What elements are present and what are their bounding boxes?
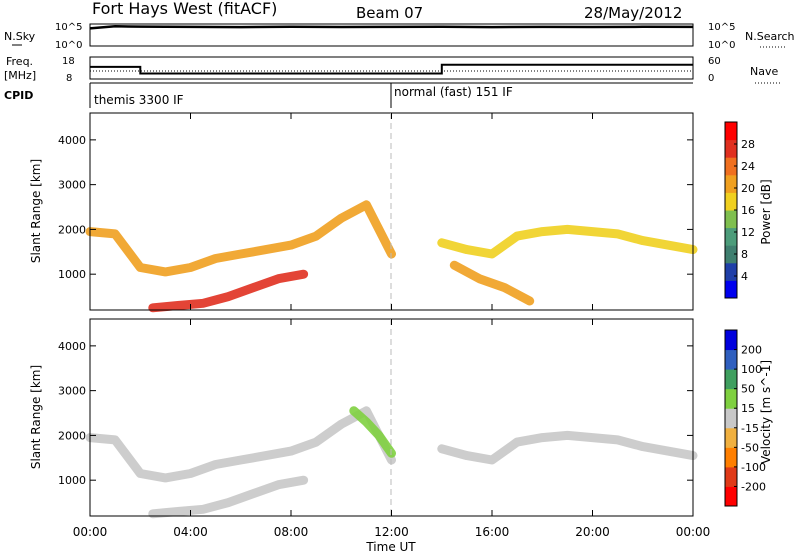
power-colorbar-swatch-3 bbox=[725, 227, 737, 246]
freq-tick-low: 8 bbox=[66, 73, 72, 84]
power-colorbar-label: Power [dB] bbox=[759, 179, 773, 244]
velocity-colorbar-label: Velocity [m s^-1] bbox=[759, 360, 773, 464]
freq-line bbox=[90, 63, 693, 75]
time-x-axis: 00:00 04:00 08:00 12:00 16:00 20:00 00:00 bbox=[73, 113, 711, 539]
velocity-colorbar-tick-label-4: -15 bbox=[741, 422, 759, 435]
power-band-0 bbox=[85, 200, 396, 277]
power-colorbar-tick-label-4: 12 bbox=[741, 226, 755, 239]
power-colorbar: 28 24 20 16 12 8 4 bbox=[724, 121, 755, 299]
velocity-colorbar-swatch-1 bbox=[725, 466, 737, 487]
velocity-colorbar-swatch-4 bbox=[725, 408, 737, 429]
power-colorbar-swatch-2 bbox=[725, 245, 737, 264]
velocity-colorbar-swatch-8 bbox=[725, 330, 737, 351]
power-ytick-label-3: 4000 bbox=[58, 134, 86, 147]
x-tick-label-1: 04:00 bbox=[173, 525, 208, 539]
velocity-ytick-label-0: 1000 bbox=[58, 474, 86, 487]
velocity-colorbar: 200 100 50 15 -15 -50 -100 -200 bbox=[724, 329, 766, 507]
velocity-colorbar-swatch-5 bbox=[725, 388, 737, 409]
power-colorbar-tick-label-3: 16 bbox=[741, 204, 755, 217]
velocity-ytick-label-3: 4000 bbox=[58, 340, 86, 353]
power-y-axis: 1000 2000 3000 4000 bbox=[58, 134, 693, 281]
velocity-band-2 bbox=[148, 475, 309, 519]
power-ylabel: Slant Range [km] bbox=[29, 159, 43, 263]
x-tick-label-2: 08:00 bbox=[274, 525, 309, 539]
power-colorbar-swatch-8 bbox=[725, 139, 737, 158]
power-ytick-label-1: 2000 bbox=[58, 223, 86, 236]
power-colorbar-tick-label-5: 8 bbox=[741, 248, 748, 261]
power-colorbar-tick-label-0: 28 bbox=[741, 138, 755, 151]
x-tick-label-0: 00:00 bbox=[73, 525, 108, 539]
freq-series-line bbox=[90, 63, 693, 75]
nave-tick-high: 60 bbox=[708, 56, 721, 67]
freq-tick-high: 18 bbox=[62, 56, 75, 67]
velocity-colorbar-tick-label-5: -50 bbox=[741, 441, 759, 454]
velocity-colorbar-tick-label-1: 100 bbox=[741, 363, 762, 376]
velocity-band-0 bbox=[85, 406, 396, 483]
velocity-band-3 bbox=[349, 406, 396, 458]
time-axis-label: Time UT bbox=[365, 540, 416, 554]
nsky-line bbox=[89, 25, 694, 30]
velocity-colorbar-swatch-6 bbox=[725, 369, 737, 390]
velocity-panel-frame bbox=[89, 318, 694, 517]
power-panel-frame bbox=[89, 112, 694, 311]
date-title: 28/May/2012 bbox=[584, 4, 682, 22]
velocity-data-layer bbox=[85, 406, 698, 519]
power-data-layer bbox=[85, 200, 698, 313]
velocity-colorbar-swatch-2 bbox=[725, 447, 737, 468]
power-band-1 bbox=[437, 224, 698, 259]
x-tick-label-4: 16:00 bbox=[475, 525, 510, 539]
power-ytick-label-0: 1000 bbox=[58, 268, 86, 281]
velocity-colorbar-tick-label-0: 200 bbox=[741, 344, 762, 357]
station-title: Fort Hays West (fitACF) bbox=[92, 0, 277, 18]
velocity-colorbar-tick-label-7: -200 bbox=[741, 480, 766, 493]
nsearch-tick-low: 10^0 bbox=[708, 40, 735, 51]
velocity-colorbar-swatch-3 bbox=[725, 427, 737, 448]
velocity-colorbar-tick-label-3: 15 bbox=[741, 402, 755, 415]
velocity-ytick-label-2: 3000 bbox=[58, 385, 86, 398]
velocity-colorbar-frame bbox=[724, 329, 738, 507]
power-band-3 bbox=[449, 260, 535, 306]
nave-label: Nave bbox=[750, 65, 778, 78]
x-tick-label-6: 00:00 bbox=[676, 525, 711, 539]
power-colorbar-swatch-6 bbox=[725, 174, 737, 193]
power-colorbar-tick-label-6: 4 bbox=[741, 270, 748, 283]
nsky-series-line bbox=[89, 25, 694, 30]
velocity-colorbar-tick-label-6: -100 bbox=[741, 461, 766, 474]
nsearch-tick-high: 10^5 bbox=[708, 22, 735, 33]
nave-tick-low: 0 bbox=[708, 73, 714, 84]
velocity-colorbar-tick-label-2: 50 bbox=[741, 383, 755, 396]
nsky-label: N.Sky bbox=[4, 30, 36, 43]
freq-label: Freq. bbox=[6, 55, 33, 68]
nsky-panel-frame bbox=[89, 23, 694, 47]
power-colorbar-swatch-5 bbox=[725, 192, 737, 211]
freq-unit-label: [MHz] bbox=[4, 69, 36, 82]
power-band-2 bbox=[148, 269, 309, 313]
velocity-ytick-label-1: 2000 bbox=[58, 429, 86, 442]
power-colorbar-swatch-7 bbox=[725, 157, 737, 176]
velocity-colorbar-swatch-0 bbox=[725, 486, 737, 507]
nsearch-label: N.Search bbox=[745, 30, 795, 43]
cpid-segment-2: normal (fast) 151 IF bbox=[394, 85, 513, 99]
cpid-segment-1: themis 3300 IF bbox=[94, 93, 184, 107]
velocity-band-1 bbox=[437, 430, 698, 465]
power-ytick-label-2: 3000 bbox=[58, 179, 86, 192]
power-colorbar-swatch-9 bbox=[725, 122, 737, 141]
power-colorbar-swatch-4 bbox=[725, 210, 737, 229]
x-tick-label-5: 20:00 bbox=[575, 525, 610, 539]
nsky-tick-high: 10^5 bbox=[55, 22, 82, 33]
freq-panel-frame bbox=[89, 56, 694, 80]
power-colorbar-swatch-0 bbox=[725, 280, 737, 299]
velocity-colorbar-swatch-7 bbox=[725, 349, 737, 370]
nsky-tick-low: 10^0 bbox=[55, 40, 82, 51]
beam-title: Beam 07 bbox=[356, 4, 423, 22]
velocity-y-axis: 1000 2000 3000 4000 bbox=[58, 340, 693, 487]
velocity-ylabel: Slant Range [km] bbox=[29, 365, 43, 469]
power-colorbar-tick-label-2: 20 bbox=[741, 182, 755, 195]
x-tick-label-3: 12:00 bbox=[374, 525, 409, 539]
cpid-label: CPID bbox=[4, 89, 33, 102]
power-colorbar-swatch-1 bbox=[725, 262, 737, 281]
power-colorbar-tick-label-1: 24 bbox=[741, 160, 755, 173]
